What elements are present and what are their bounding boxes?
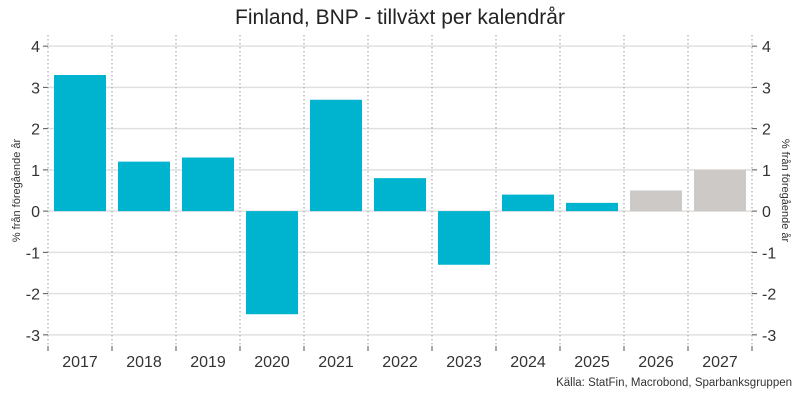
x-tick-label: 2027: [702, 354, 738, 371]
y-tick-label-right: -3: [762, 328, 776, 345]
bar-2023: [438, 211, 490, 265]
y-tick-label-right: -1: [762, 245, 776, 262]
bar-2024: [502, 194, 554, 212]
bar-2021: [310, 99, 362, 212]
y-tick-label-left: 3: [31, 80, 40, 97]
y-tick-label-left: -1: [26, 245, 40, 262]
x-tick-label: 2025: [574, 354, 610, 371]
y-tick-label-left: -2: [26, 287, 40, 304]
y-tick-label-right: 1: [762, 163, 771, 180]
y-tick-label-right: -2: [762, 287, 776, 304]
y-tick-label-left: 4: [31, 39, 40, 56]
x-tick-label: 2019: [190, 354, 226, 371]
bar-2019: [182, 157, 234, 212]
y-tick-label-left: 1: [31, 163, 40, 180]
bar-2027: [694, 169, 746, 212]
x-tick-label: 2017: [62, 354, 98, 371]
chart-title: Finland, BNP - tillväxt per kalendrår: [235, 6, 565, 29]
y-tick-label-left: -3: [26, 328, 40, 345]
y-tick-label-right: 2: [762, 122, 771, 139]
y-tick-label-right: 0: [762, 204, 771, 221]
y-axis-label-left: % från föregående år: [11, 138, 23, 242]
x-tick-label: 2018: [126, 354, 162, 371]
bar-2025: [566, 202, 618, 212]
x-tick-label: 2024: [510, 354, 546, 371]
y-axis-label-right: % från föregående år: [779, 139, 791, 243]
x-tick-label: 2026: [638, 354, 674, 371]
x-tick-label: 2021: [318, 354, 354, 371]
x-tick-label: 2020: [254, 354, 290, 371]
bar-2018: [118, 161, 170, 212]
bar-2017: [54, 75, 106, 212]
source-note: Källa: StatFin, Macrobond, Sparbanksgrup…: [556, 377, 792, 389]
bar-2020: [246, 211, 298, 315]
bar-2022: [374, 178, 426, 212]
bar-2026: [630, 190, 682, 212]
y-tick-label-right: 4: [762, 39, 771, 56]
y-tick-label-right: 3: [762, 80, 771, 97]
x-tick-label: 2023: [446, 354, 482, 371]
x-tick-label: 2022: [382, 354, 418, 371]
y-tick-label-left: 2: [31, 122, 40, 139]
y-tick-label-left: 0: [31, 204, 40, 221]
